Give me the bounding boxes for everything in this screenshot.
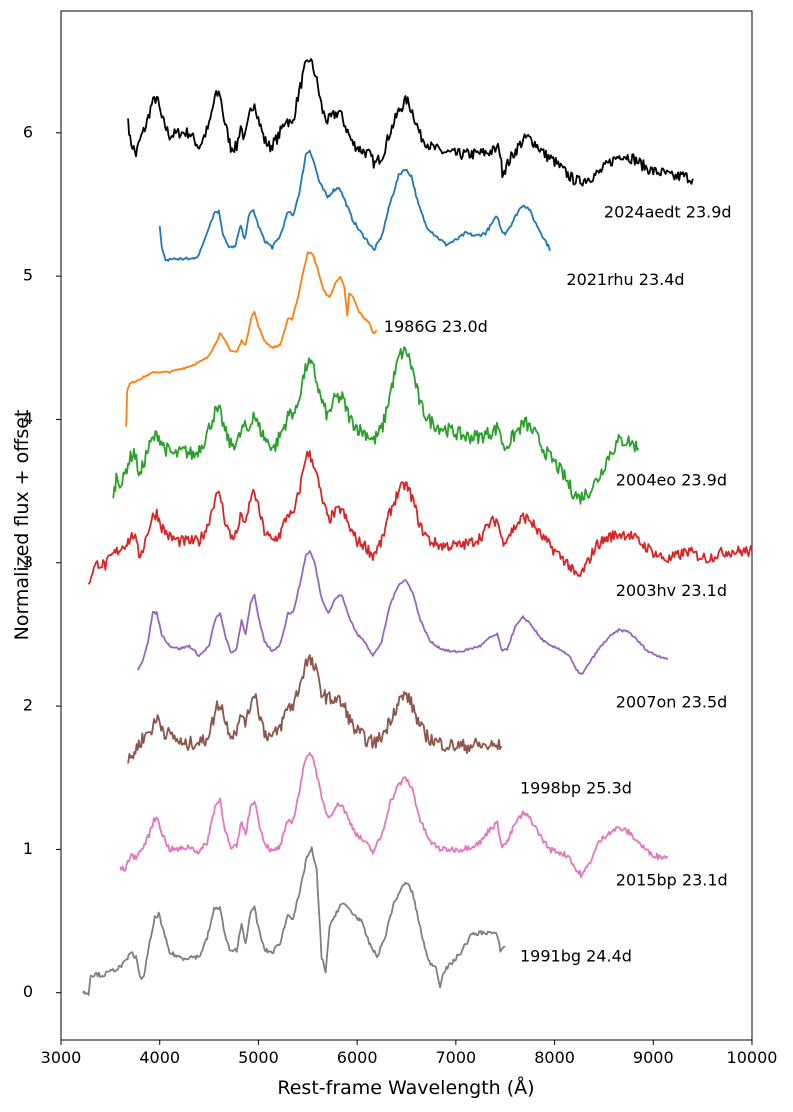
spectrum-label-2024aedt: 2024aedt 23.9d — [604, 203, 732, 222]
x-tick-label: 5000 — [238, 1048, 279, 1067]
y-tick-label: 2 — [23, 696, 33, 715]
spectrum-line-2007on — [137, 550, 669, 675]
spectrum-line-2024aedt — [127, 58, 694, 187]
spectrum-label-2004eo: 2004eo 23.9d — [616, 471, 727, 490]
y-tick-label: 5 — [23, 266, 33, 285]
plot-frame — [60, 10, 753, 1041]
spectrum-line-2003hv — [87, 450, 753, 585]
x-tick-label: 9000 — [633, 1048, 674, 1067]
spectrum-line-1991bg — [82, 846, 506, 996]
x-axis-ticks: 3000 4000 5000 6000 7000 8000 9000 10000 — [41, 1040, 778, 1067]
spectrum-label-2021rhu: 2021rhu 23.4d — [566, 270, 684, 289]
spectrum-label-1998bp: 1998bp 25.3d — [520, 779, 632, 798]
spectrum-line-2015bp — [119, 752, 669, 878]
spectrum-label-1991bg: 1991bg 24.4d — [520, 946, 632, 965]
y-tick-label: 1 — [23, 839, 33, 858]
spectrum-line-2004eo — [112, 346, 640, 505]
spectrum-line-1986G — [125, 251, 378, 427]
spectrum-label-2003hv: 2003hv 23.1d — [616, 581, 727, 600]
spectrum-label-1986G: 1986G 23.0d — [384, 317, 488, 336]
x-axis-label: Rest-frame Wavelength (Å) — [277, 1076, 534, 1099]
spectra-labels-group: 2024aedt 23.9d 2021rhu 23.4d 1986G 23.0d 20… — [384, 203, 732, 966]
spectrum-line-2021rhu — [158, 149, 552, 262]
spectra-series-group — [82, 58, 753, 996]
y-tick-label: 3 — [23, 552, 33, 571]
x-tick-label: 7000 — [435, 1048, 476, 1067]
spectrum-line-1998bp — [127, 654, 503, 764]
spectrum-label-2015bp: 2015bp 23.1d — [616, 870, 728, 889]
x-tick-label: 10000 — [727, 1048, 778, 1067]
y-tick-label: 4 — [23, 409, 33, 428]
x-tick-label: 6000 — [337, 1048, 378, 1067]
y-tick-label: 0 — [23, 982, 33, 1001]
x-tick-label: 8000 — [534, 1048, 575, 1067]
y-tick-label: 6 — [23, 122, 33, 141]
x-tick-label: 4000 — [139, 1048, 180, 1067]
y-axis-ticks: 0 1 2 3 4 5 6 — [23, 122, 61, 1001]
y-axis-label: Normalized flux + offset — [11, 410, 33, 641]
x-tick-label: 3000 — [41, 1048, 82, 1067]
spectrum-label-2007on: 2007on 23.5d — [616, 693, 728, 712]
